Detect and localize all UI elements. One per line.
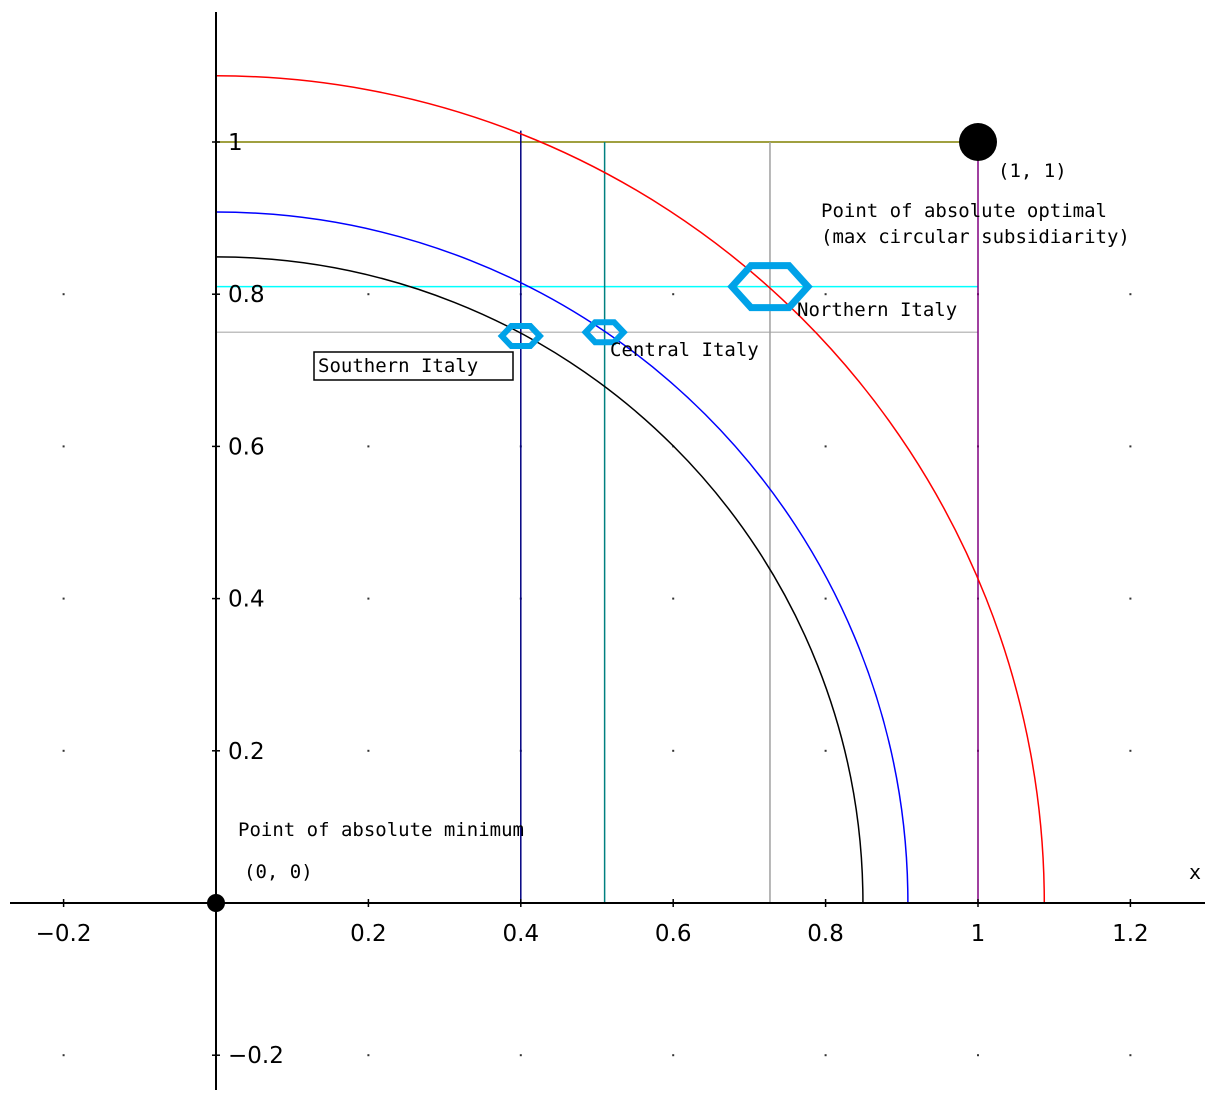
x-tick-label: 0.6 (655, 921, 692, 947)
grid-dot (367, 445, 370, 448)
region-hexagon-marker (497, 323, 544, 350)
central-italy-label: Central Italy (610, 339, 759, 361)
quarter-circle-arc (215, 211, 909, 904)
grid-dot (1129, 445, 1132, 448)
grid-dot (1129, 293, 1132, 296)
grid-dot (672, 597, 675, 600)
region-markers (497, 262, 813, 350)
x-axis-label: x (1189, 860, 1201, 884)
grid-dot (519, 1054, 522, 1057)
grid-dot (1129, 749, 1132, 752)
grid-dot (672, 1054, 675, 1057)
grid-dot (824, 1054, 827, 1057)
grid-dot (62, 597, 65, 600)
y-tick-label: 0.4 (228, 587, 265, 613)
y-tick-label: 0.6 (228, 434, 265, 460)
grid-dot (824, 445, 827, 448)
y-tick-label: −0.2 (228, 1043, 284, 1069)
x-tick-label: 1 (971, 921, 986, 947)
special-point-dot (959, 123, 997, 161)
grid-dot (62, 1054, 65, 1057)
grid-dot (62, 293, 65, 296)
grid-dot (977, 1054, 979, 1057)
grid-dot (367, 1054, 370, 1057)
grid-dot (824, 749, 827, 752)
minimum-point-caption: Point of absolute minimum (238, 819, 524, 841)
southern-italy-label-box (313, 351, 514, 381)
y-tick-label: 0.2 (228, 739, 265, 765)
grid-dot (1129, 1054, 1132, 1057)
grid-dot (1129, 597, 1132, 600)
grid-dot (672, 749, 675, 752)
x-tick-label: 1.2 (1112, 921, 1149, 947)
special-point-dot (207, 894, 225, 912)
x-tick-label: −0.2 (36, 921, 92, 947)
grid-dot (367, 597, 370, 600)
x-tick-label: 0.8 (807, 921, 844, 947)
quarter-circle-arc (215, 256, 864, 904)
optimal-point-caption-line2: (max circular subsidiarity) (821, 226, 1130, 248)
special-points (207, 123, 997, 912)
y-tick-label: 1 (228, 130, 243, 156)
quarter-circle-arc (215, 75, 1046, 904)
grid-dot (824, 597, 827, 600)
grid-dot (62, 445, 65, 448)
northern-italy-label: Northern Italy (797, 299, 957, 321)
grid-dot (367, 293, 370, 296)
southern-italy-label: Southern Italy (318, 355, 478, 377)
region-hexagon-marker (727, 262, 813, 312)
optimal-point-coordinate-label: (1, 1) (998, 160, 1067, 182)
indifference-arcs (215, 75, 1046, 904)
region-hexagon-marker (581, 319, 628, 346)
grid-dot (367, 749, 370, 752)
minimum-point-coordinate-label: (0, 0) (244, 861, 313, 883)
grid-dot (824, 293, 827, 296)
tick-labels: −0.2 0.2 0.4 0.6 0.8 1 1.2 −0.2 0.2 0.4 0.6 0.8 1 (36, 130, 1149, 1069)
grid-dot (672, 293, 675, 296)
x-tick-label: 0.4 (503, 921, 540, 947)
y-tick-label: 0.8 (228, 282, 265, 308)
grid-dot (62, 749, 65, 752)
x-tick-label: 0.2 (350, 921, 387, 947)
optimal-point-caption-line1: Point of absolute optimal (821, 200, 1107, 222)
